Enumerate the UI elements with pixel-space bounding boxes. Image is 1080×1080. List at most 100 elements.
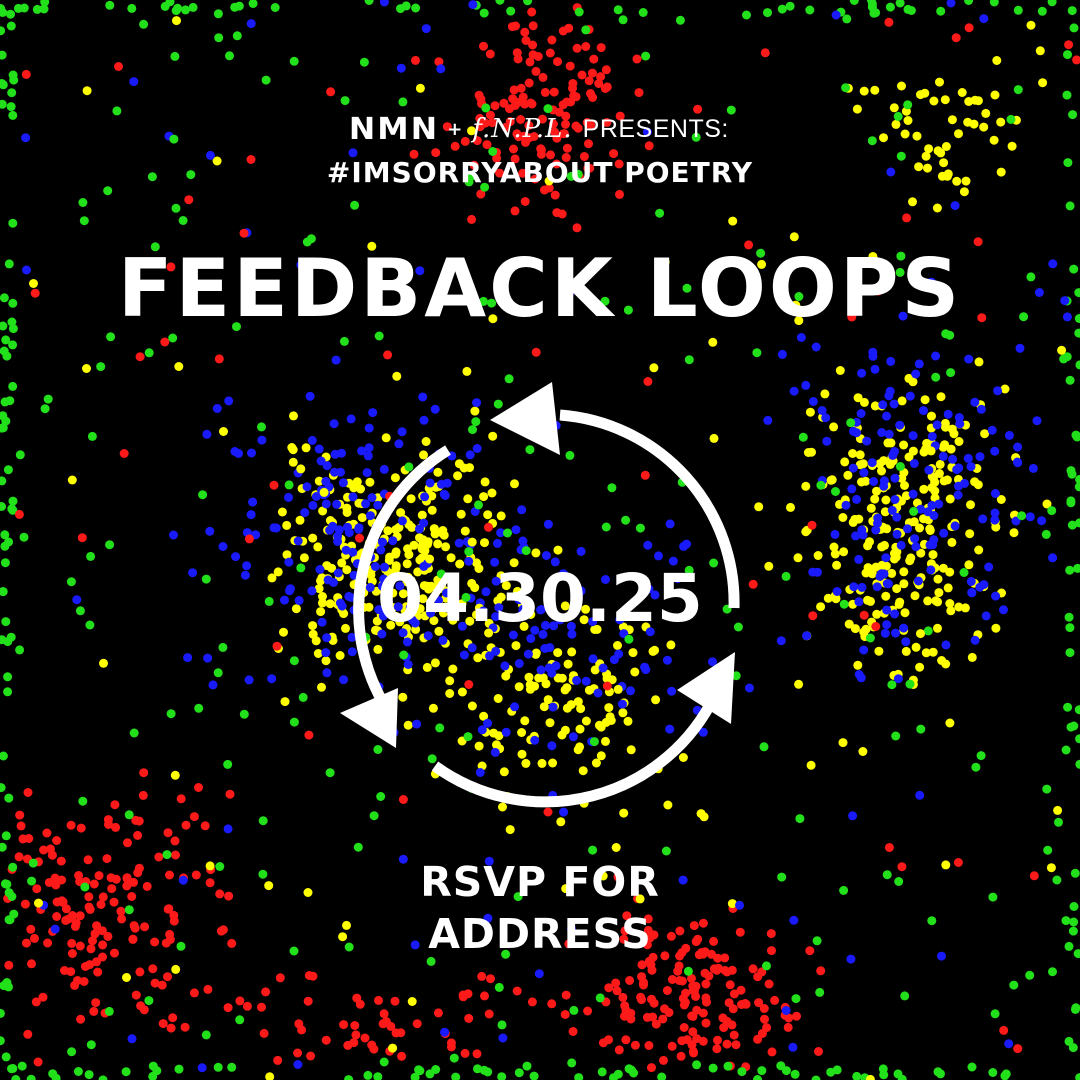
background-dot (82, 364, 91, 373)
background-dot (307, 586, 317, 596)
background-dot (388, 536, 398, 546)
background-dot (781, 1006, 791, 1015)
background-dot (397, 516, 407, 526)
background-dot (510, 702, 520, 712)
background-dot (261, 75, 271, 85)
background-dot (848, 449, 858, 458)
background-dot (4, 915, 14, 925)
background-dot (110, 948, 119, 958)
background-dot (1013, 458, 1023, 468)
background-dot (594, 79, 604, 88)
background-dot (993, 386, 1003, 396)
background-dot (386, 620, 396, 630)
background-dot (385, 552, 395, 562)
background-dot (619, 808, 629, 818)
background-dot (900, 129, 910, 139)
background-dot (752, 348, 762, 358)
background-dot (340, 96, 350, 106)
background-dot (937, 656, 947, 665)
background-dot (383, 350, 393, 360)
background-dot (848, 811, 858, 821)
background-dot (1059, 354, 1069, 364)
background-dot (306, 234, 316, 244)
background-dot (442, 478, 452, 488)
background-dot (493, 596, 503, 606)
background-dot (6, 632, 16, 642)
background-dot (1067, 469, 1077, 479)
background-dot (838, 738, 848, 748)
background-dot (420, 492, 430, 502)
background-dot (239, 228, 249, 238)
background-dot (928, 550, 938, 560)
background-dot (513, 892, 523, 902)
background-dot (483, 1067, 493, 1077)
background-dot (460, 1048, 470, 1058)
background-dot (321, 656, 331, 666)
background-dot (952, 176, 962, 186)
background-dot (374, 605, 384, 615)
background-dot (601, 575, 610, 584)
background-dot (218, 925, 228, 935)
background-dot (512, 586, 522, 596)
background-dot (879, 133, 888, 143)
background-dot (293, 1060, 303, 1069)
background-dot (796, 333, 806, 342)
background-dot (928, 647, 938, 657)
background-dot (748, 964, 758, 974)
background-dot (557, 673, 567, 683)
background-dot (315, 565, 325, 574)
background-dot (573, 123, 583, 133)
background-dot (604, 983, 614, 993)
background-dot (1061, 916, 1071, 926)
background-dot (398, 97, 408, 107)
background-dot (638, 8, 648, 17)
background-dot (877, 428, 887, 437)
background-dot (168, 1013, 178, 1023)
background-dot (517, 505, 527, 515)
background-dot (850, 514, 860, 524)
background-dot (66, 577, 76, 587)
background-dot (798, 432, 808, 442)
background-dot (667, 975, 677, 984)
background-dot (729, 1030, 739, 1040)
background-dot (815, 987, 825, 997)
background-dot (540, 644, 550, 653)
background-dot (723, 1061, 733, 1071)
background-dot (430, 658, 440, 668)
background-dot (937, 951, 946, 961)
background-dot (467, 126, 476, 136)
background-dot (531, 66, 541, 76)
background-dot (844, 619, 854, 629)
background-dot (989, 135, 999, 145)
background-dot (1004, 430, 1014, 440)
background-dot (480, 477, 490, 487)
background-dot (72, 595, 82, 605)
background-dot (501, 727, 511, 737)
background-dot (157, 980, 167, 990)
background-dot (736, 985, 746, 995)
background-dot (857, 477, 866, 487)
background-dot (943, 409, 953, 419)
background-dot (541, 620, 550, 630)
background-dot (865, 633, 875, 643)
background-dot (528, 21, 538, 31)
background-dot (530, 735, 540, 745)
background-dot (417, 510, 427, 520)
background-dot (34, 898, 43, 908)
background-dot (128, 934, 138, 944)
background-dot (282, 550, 292, 560)
background-dot (678, 753, 688, 762)
background-dot (777, 4, 787, 14)
background-dot (402, 559, 412, 569)
background-dot (857, 582, 867, 592)
background-dot (8, 324, 18, 334)
background-dot (572, 675, 582, 685)
background-dot (445, 689, 455, 698)
background-dot (642, 940, 652, 950)
background-dot (1060, 296, 1070, 306)
background-dot (926, 565, 936, 575)
background-dot (759, 1004, 769, 1013)
background-dot (521, 36, 531, 45)
background-dot (561, 153, 571, 162)
background-dot (949, 429, 959, 439)
